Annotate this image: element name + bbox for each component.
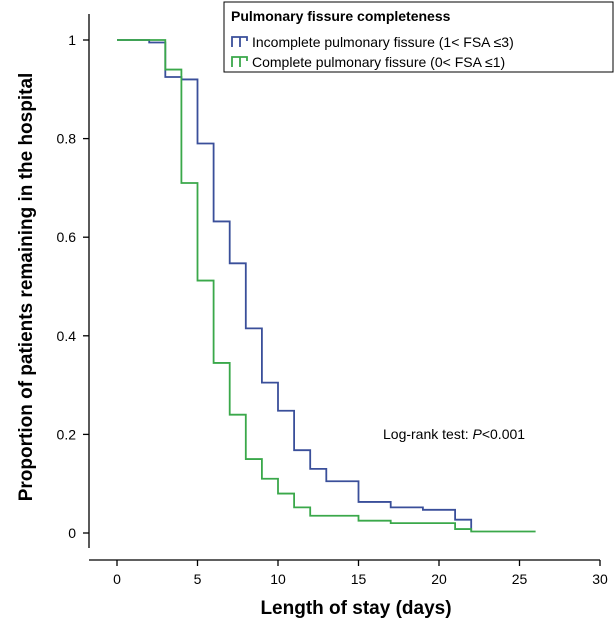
- y-tick-label: 0.4: [57, 328, 77, 344]
- y-ticks: 0 0.2 0.4 0.6 0.8 1: [57, 32, 89, 541]
- y-tick-label: 1: [68, 32, 76, 48]
- legend-title: Pulmonary fissure completeness: [231, 8, 451, 24]
- x-tick-label: 10: [270, 571, 286, 587]
- legend-swatch: [231, 36, 248, 47]
- x-tick-label: 5: [194, 571, 202, 587]
- series-line-complete: [117, 39, 536, 533]
- y-tick-label: 0.2: [57, 426, 77, 442]
- x-tick-label: 30: [592, 571, 608, 587]
- legend: Pulmonary fissure completeness Incomplet…: [223, 1, 614, 73]
- x-tick-label: 20: [431, 571, 447, 587]
- annotation-p: P: [473, 426, 483, 442]
- legend-box: [223, 1, 614, 73]
- x-tick-label: 25: [512, 571, 528, 587]
- log-rank-annotation: Log-rank test: P<0.001: [383, 426, 525, 442]
- y-tick-label: 0.6: [57, 229, 77, 245]
- legend-items: Incomplete pulmonary fissure (1< FSA ≤3)…: [231, 34, 514, 70]
- annotation-value: <0.001: [482, 426, 525, 442]
- x-ticks: 0 5 10 15 20 25 30: [113, 560, 608, 587]
- legend-label: Incomplete pulmonary fissure (1< FSA ≤3): [252, 34, 514, 50]
- x-axis-title: Length of stay (days): [260, 598, 451, 619]
- x-tick-label: 0: [113, 571, 121, 587]
- legend-label: Complete pulmonary fissure (0< FSA ≤1): [252, 54, 505, 70]
- legend-swatch: [231, 56, 248, 67]
- y-axis-title: Proportion of patients remaining in the …: [16, 73, 37, 502]
- y-tick-label: 0.8: [57, 131, 77, 147]
- series-lines: [117, 39, 536, 533]
- y-tick-label: 0: [68, 525, 76, 541]
- series-line-incomplete: [117, 39, 473, 531]
- annotation-prefix: Log-rank test:: [383, 426, 473, 442]
- x-tick-label: 15: [351, 571, 367, 587]
